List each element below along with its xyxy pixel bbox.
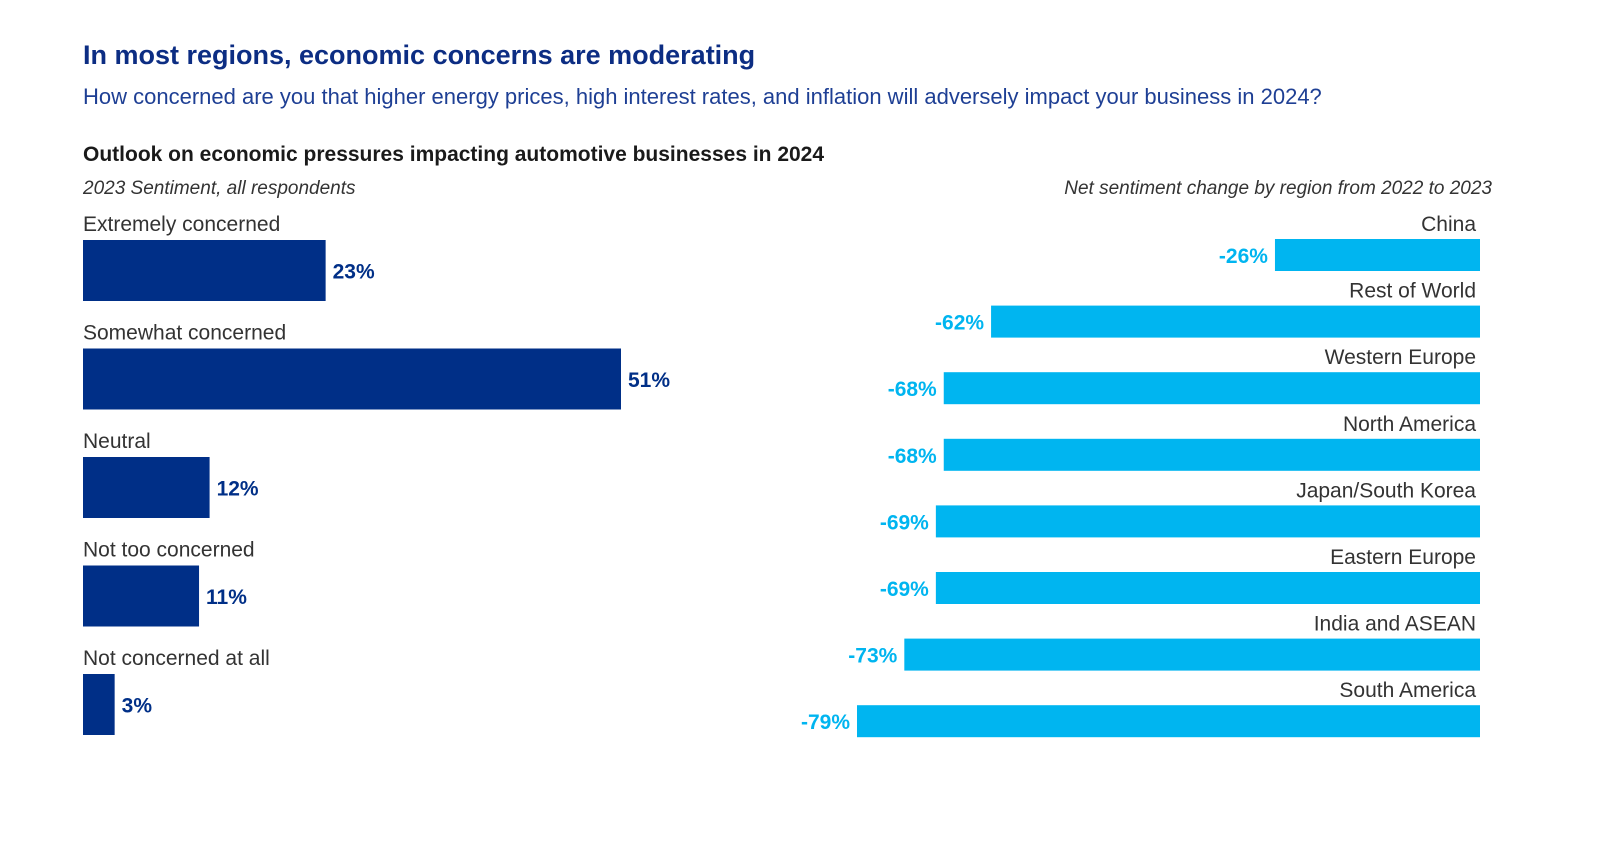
- left-category-label: Not concerned at all: [83, 647, 270, 670]
- right-category-label: Rest of World: [1349, 280, 1476, 303]
- left-bar: [83, 565, 200, 627]
- left-chart-subtitle: 2023 Sentiment, all respondents: [83, 178, 356, 199]
- right-bar: [943, 438, 1480, 471]
- right-category-label: Japan/South Korea: [1296, 479, 1476, 502]
- right-bar: [991, 305, 1480, 338]
- page-subtitle: How concerned are you that higher energy…: [83, 84, 1322, 109]
- left-value-label: 12%: [217, 478, 259, 501]
- chart-title: Outlook on economic pressures impacting …: [83, 143, 825, 166]
- left-value-label: 51%: [628, 369, 670, 392]
- left-category-label: Not too concerned: [83, 539, 255, 562]
- right-category-label: Western Europe: [1325, 346, 1476, 369]
- right-value-label: -79%: [801, 711, 850, 734]
- right-value-label: -26%: [1219, 245, 1268, 268]
- right-value-label: -62%: [935, 312, 984, 335]
- right-category-label: China: [1421, 213, 1476, 236]
- right-bar: [904, 638, 1480, 671]
- right-bar: [935, 505, 1480, 538]
- right-category-label: India and ASEAN: [1314, 613, 1476, 636]
- page-title: In most regions, economic concerns are m…: [83, 40, 756, 70]
- left-bar: [83, 348, 621, 410]
- right-value-label: -69%: [880, 578, 929, 601]
- right-value-label: -69%: [880, 511, 929, 534]
- left-bar: [83, 240, 326, 301]
- left-value-label: 3%: [122, 695, 153, 718]
- right-bar: [935, 572, 1480, 604]
- left-bar: [83, 457, 210, 518]
- left-category-label: Neutral: [83, 430, 151, 453]
- left-value-label: 23%: [333, 261, 375, 284]
- left-value-label: 11%: [206, 586, 247, 609]
- left-category-label: Somewhat concerned: [83, 322, 286, 345]
- right-value-label: -73%: [848, 645, 897, 668]
- right-bar: [857, 705, 1480, 738]
- right-category-label: South America: [1339, 679, 1476, 702]
- right-bar: [1274, 239, 1480, 271]
- left-category-label: Extremely concerned: [83, 213, 280, 236]
- right-value-label: -68%: [888, 378, 937, 401]
- right-category-label: North America: [1343, 413, 1476, 436]
- right-category-label: Eastern Europe: [1330, 546, 1476, 569]
- right-chart-subtitle: Net sentiment change by region from 2022…: [1064, 178, 1492, 199]
- right-value-label: -68%: [888, 445, 937, 468]
- right-bar: [943, 372, 1480, 405]
- left-bar: [83, 674, 115, 735]
